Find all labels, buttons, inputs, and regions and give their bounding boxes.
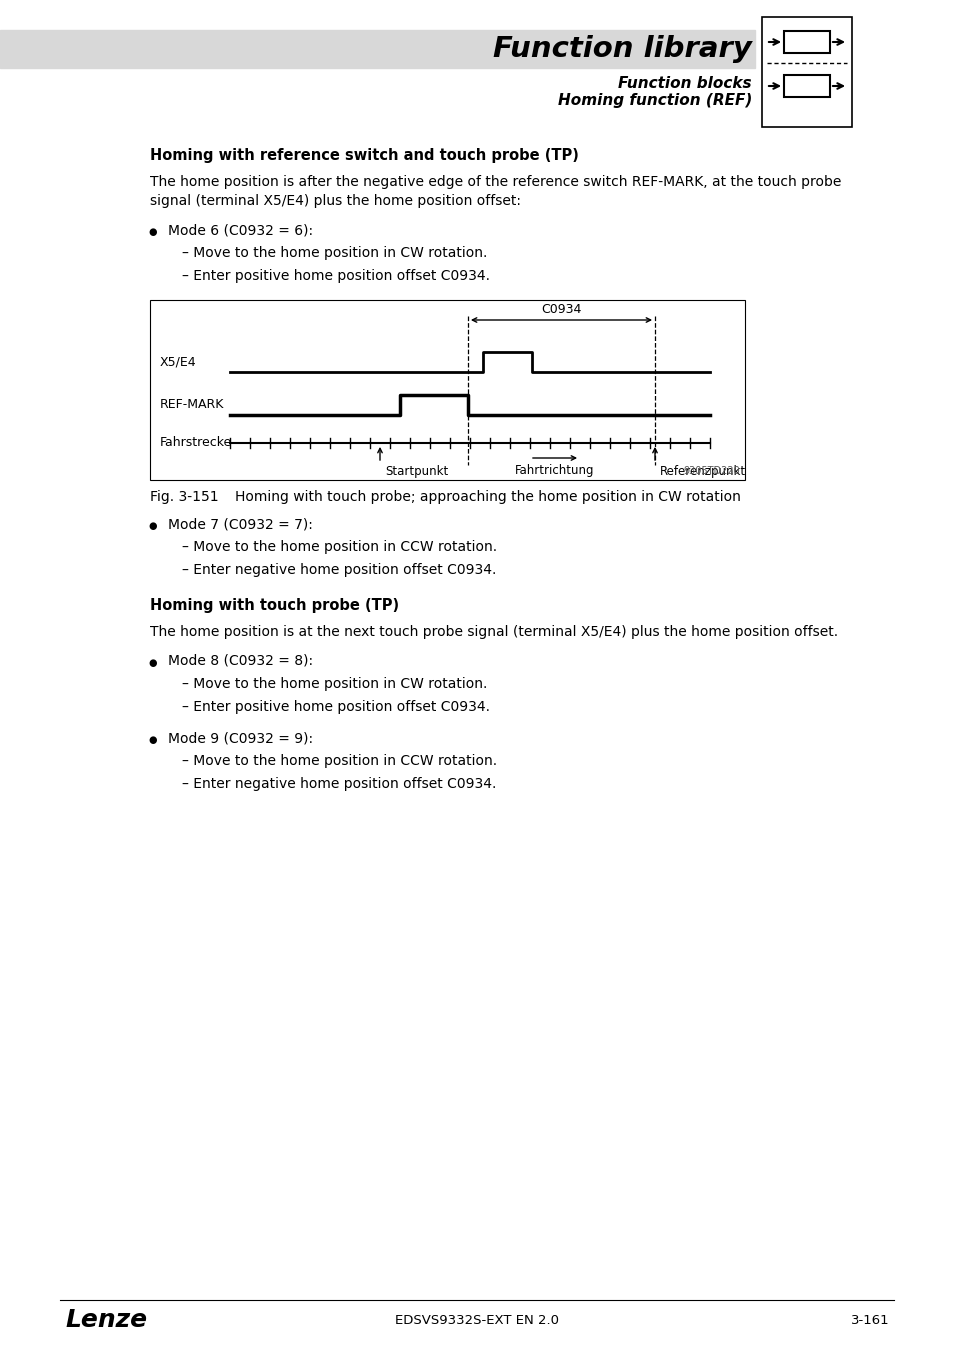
Bar — [783, 76, 829, 97]
Text: Fahrstrecke: Fahrstrecke — [160, 436, 232, 450]
Text: Mode 6 (C0932 = 6):: Mode 6 (C0932 = 6): — [168, 223, 313, 238]
Text: The home position is after the negative edge of the reference switch REF-MARK, a: The home position is after the negative … — [150, 176, 841, 189]
Text: Homing with touch probe (TP): Homing with touch probe (TP) — [150, 598, 398, 613]
Text: signal (terminal X5/E4) plus the home position offset:: signal (terminal X5/E4) plus the home po… — [150, 194, 520, 208]
Text: Mode 8 (C0932 = 8):: Mode 8 (C0932 = 8): — [168, 653, 313, 668]
Text: Fahrtrichtung: Fahrtrichtung — [515, 464, 594, 477]
Text: Lenze: Lenze — [65, 1308, 147, 1332]
Text: – Enter negative home position offset C0934.: – Enter negative home position offset C0… — [182, 563, 496, 576]
Text: ●: ● — [148, 521, 156, 531]
Text: Startpunkt: Startpunkt — [385, 464, 448, 478]
Bar — [0, 30, 754, 68]
Bar — [783, 31, 829, 53]
Text: ●: ● — [148, 657, 156, 668]
Text: – Move to the home position in CW rotation.: – Move to the home position in CW rotati… — [182, 676, 487, 691]
Text: Homing with touch probe; approaching the home position in CW rotation: Homing with touch probe; approaching the… — [234, 490, 740, 504]
Text: Fig. 3-151: Fig. 3-151 — [150, 490, 218, 504]
Text: – Move to the home position in CCW rotation.: – Move to the home position in CCW rotat… — [182, 540, 497, 553]
Text: Mode 7 (C0932 = 7):: Mode 7 (C0932 = 7): — [168, 517, 313, 531]
Text: X5/E4: X5/E4 — [160, 355, 196, 369]
Bar — [150, 300, 744, 481]
Text: Function blocks: Function blocks — [618, 77, 751, 92]
Text: ●: ● — [148, 734, 156, 745]
Text: Homing function (REF): Homing function (REF) — [558, 93, 751, 108]
Text: EDSVS9332S-EXT EN 2.0: EDSVS9332S-EXT EN 2.0 — [395, 1314, 558, 1327]
Text: – Enter positive home position offset C0934.: – Enter positive home position offset C0… — [182, 269, 490, 284]
Text: – Enter negative home position offset C0934.: – Enter negative home position offset C0… — [182, 778, 496, 791]
Text: Function library: Function library — [493, 35, 751, 63]
Text: Mode 9 (C0932 = 9):: Mode 9 (C0932 = 9): — [168, 730, 313, 745]
Bar — [761, 18, 851, 127]
Text: – Enter positive home position offset C0934.: – Enter positive home position offset C0… — [182, 701, 490, 714]
Text: 9305TD220: 9305TD220 — [682, 466, 740, 477]
Text: The home position is at the next touch probe signal (terminal X5/E4) plus the ho: The home position is at the next touch p… — [150, 625, 838, 639]
Text: Homing with reference switch and touch probe (TP): Homing with reference switch and touch p… — [150, 148, 578, 163]
Text: 3-161: 3-161 — [850, 1314, 889, 1327]
Text: Referenzpunkt: Referenzpunkt — [659, 464, 745, 478]
Text: REF-MARK: REF-MARK — [160, 398, 224, 412]
Text: – Move to the home position in CW rotation.: – Move to the home position in CW rotati… — [182, 246, 487, 261]
Text: ●: ● — [148, 227, 156, 238]
Text: – Move to the home position in CCW rotation.: – Move to the home position in CCW rotat… — [182, 755, 497, 768]
Text: C0934: C0934 — [540, 302, 580, 316]
